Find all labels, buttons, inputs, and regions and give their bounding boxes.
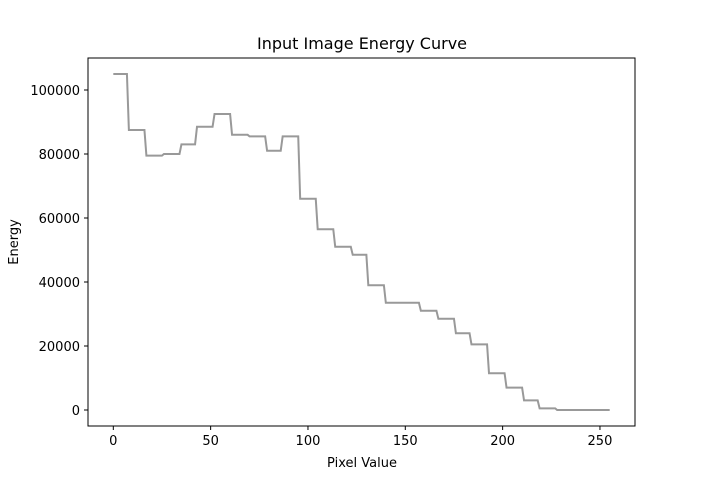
chart-title: Input Image Energy Curve [257,34,467,53]
x-tick-label: 200 [490,434,515,449]
x-axis-label: Pixel Value [327,456,397,471]
x-tick-label: 250 [588,434,613,449]
x-tick-label: 50 [202,434,219,449]
y-axis-ticks: 0 20000 40000 60000 80000 100000 [30,84,88,419]
x-tick-label: 150 [393,434,418,449]
y-tick-label: 40000 [39,276,80,291]
x-tick-label: 0 [109,434,117,449]
y-tick-label: 60000 [39,212,80,227]
x-axis-ticks: 0 50 100 150 200 250 [109,426,612,449]
y-axis-label: Energy [7,219,22,265]
energy-series-line [113,73,610,411]
x-tick-label: 100 [296,434,321,449]
y-tick-label: 0 [72,404,80,419]
plot-area-frame [87,57,636,427]
y-tick-label: 20000 [39,340,80,355]
y-tick-label: 100000 [30,84,80,99]
y-tick-label: 80000 [39,148,80,163]
